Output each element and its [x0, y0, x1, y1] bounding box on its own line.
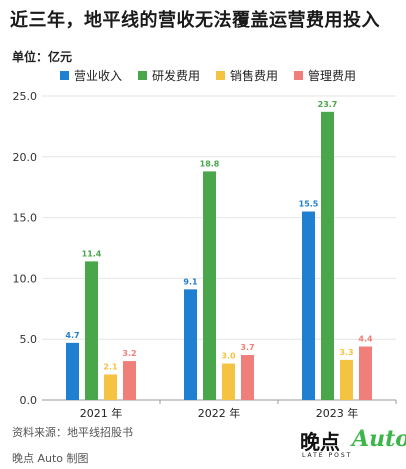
legend-label-sales: 销售费用: [230, 69, 279, 83]
data-label: 3.3: [339, 348, 353, 357]
data-label: 4.7: [65, 331, 79, 340]
bar: [302, 211, 315, 400]
bar: [321, 111, 334, 401]
bar: [203, 171, 216, 400]
data-label: 11.4: [82, 249, 102, 258]
bar: [104, 374, 117, 400]
bar: [85, 261, 98, 400]
bar: [222, 363, 235, 400]
logo-auto-text: Auto: [352, 426, 406, 452]
y-tick-label: 5.0: [20, 333, 38, 346]
data-label: 3.2: [122, 349, 136, 358]
data-label: 9.1: [183, 277, 198, 286]
y-tick-label: 20.0: [13, 151, 38, 164]
y-tick-label: 0.0: [20, 394, 38, 407]
legend-swatch-sales: [216, 71, 225, 80]
chart-title: 近三年，地平线的营收无法覆盖运营费用投入: [10, 10, 380, 31]
data-label: 3.7: [240, 343, 254, 352]
legend: 营业收入 研发费用 销售费用 管理费用: [60, 67, 372, 84]
logo-cn-text: 晚点: [300, 430, 340, 454]
legend-swatch-rnd: [138, 71, 147, 80]
x-tick-label: 2022 年: [198, 406, 241, 420]
y-tick-label: 25.0: [13, 90, 38, 103]
legend-item-sales: 销售费用: [216, 67, 294, 84]
bar: [184, 289, 197, 400]
data-label: 23.7: [318, 100, 338, 109]
legend-label-rnd: 研发费用: [152, 69, 201, 83]
legend-swatch-admin: [294, 71, 303, 80]
data-label: 4.4: [358, 334, 373, 343]
legend-item-rnd: 研发费用: [138, 67, 216, 84]
bar: [340, 359, 353, 400]
y-tick-label: 10.0: [13, 272, 38, 285]
logo-en-text: LATE POST: [302, 452, 353, 459]
bar: [66, 342, 79, 400]
source-note: 资料来源：地平线招股书: [12, 426, 133, 439]
data-label: 2.1: [103, 362, 118, 371]
maker-note: 晚点 Auto 制图: [12, 452, 89, 465]
data-label: 18.8: [200, 159, 220, 168]
latepost-auto-logo: 晚点 LATE POST Auto: [300, 426, 406, 464]
bar: [123, 361, 136, 400]
y-tick-label: 15.0: [13, 212, 38, 225]
x-tick-label: 2021 年: [80, 406, 123, 420]
legend-item-admin: 管理费用: [294, 67, 372, 84]
legend-item-revenue: 营业收入: [60, 67, 138, 84]
data-label: 3.0: [221, 352, 236, 361]
bar: [241, 355, 254, 400]
x-tick-label: 2023 年: [316, 406, 359, 420]
legend-label-revenue: 营业收入: [74, 69, 123, 83]
legend-swatch-revenue: [60, 71, 69, 80]
unit-label: 单位：亿元: [12, 50, 73, 64]
data-label: 15.5: [299, 200, 319, 209]
legend-label-admin: 管理费用: [308, 69, 357, 83]
bar: [359, 346, 372, 400]
